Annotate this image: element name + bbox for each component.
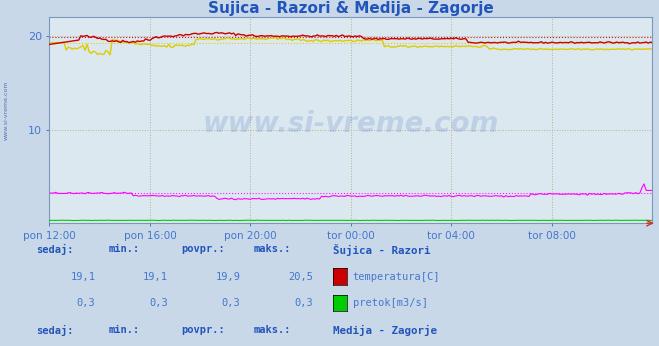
Text: pretok[m3/s]: pretok[m3/s]	[353, 298, 428, 308]
Text: www.si-vreme.com: www.si-vreme.com	[203, 110, 499, 138]
Text: min.:: min.:	[109, 325, 140, 335]
Text: sedaj:: sedaj:	[36, 325, 74, 336]
Text: maks.:: maks.:	[254, 325, 291, 335]
Text: maks.:: maks.:	[254, 244, 291, 254]
Text: 19,1: 19,1	[143, 272, 168, 282]
Text: Medija - Zagorje: Medija - Zagorje	[333, 325, 437, 336]
Text: povpr.:: povpr.:	[181, 325, 225, 335]
Text: 0,3: 0,3	[150, 298, 168, 308]
Text: povpr.:: povpr.:	[181, 244, 225, 254]
Text: Šujica - Razori: Šujica - Razori	[333, 244, 430, 256]
Text: temperatura[C]: temperatura[C]	[353, 272, 440, 282]
Text: 19,1: 19,1	[71, 272, 96, 282]
Text: min.:: min.:	[109, 244, 140, 254]
Text: 0,3: 0,3	[295, 298, 313, 308]
Text: 20,5: 20,5	[288, 272, 313, 282]
Text: www.si-vreme.com: www.si-vreme.com	[4, 81, 9, 140]
Text: 19,9: 19,9	[215, 272, 241, 282]
Title: Šujica - Razori & Medija - Zagorje: Šujica - Razori & Medija - Zagorje	[208, 0, 494, 16]
Text: sedaj:: sedaj:	[36, 244, 74, 255]
Text: 0,3: 0,3	[77, 298, 96, 308]
Text: 0,3: 0,3	[222, 298, 241, 308]
